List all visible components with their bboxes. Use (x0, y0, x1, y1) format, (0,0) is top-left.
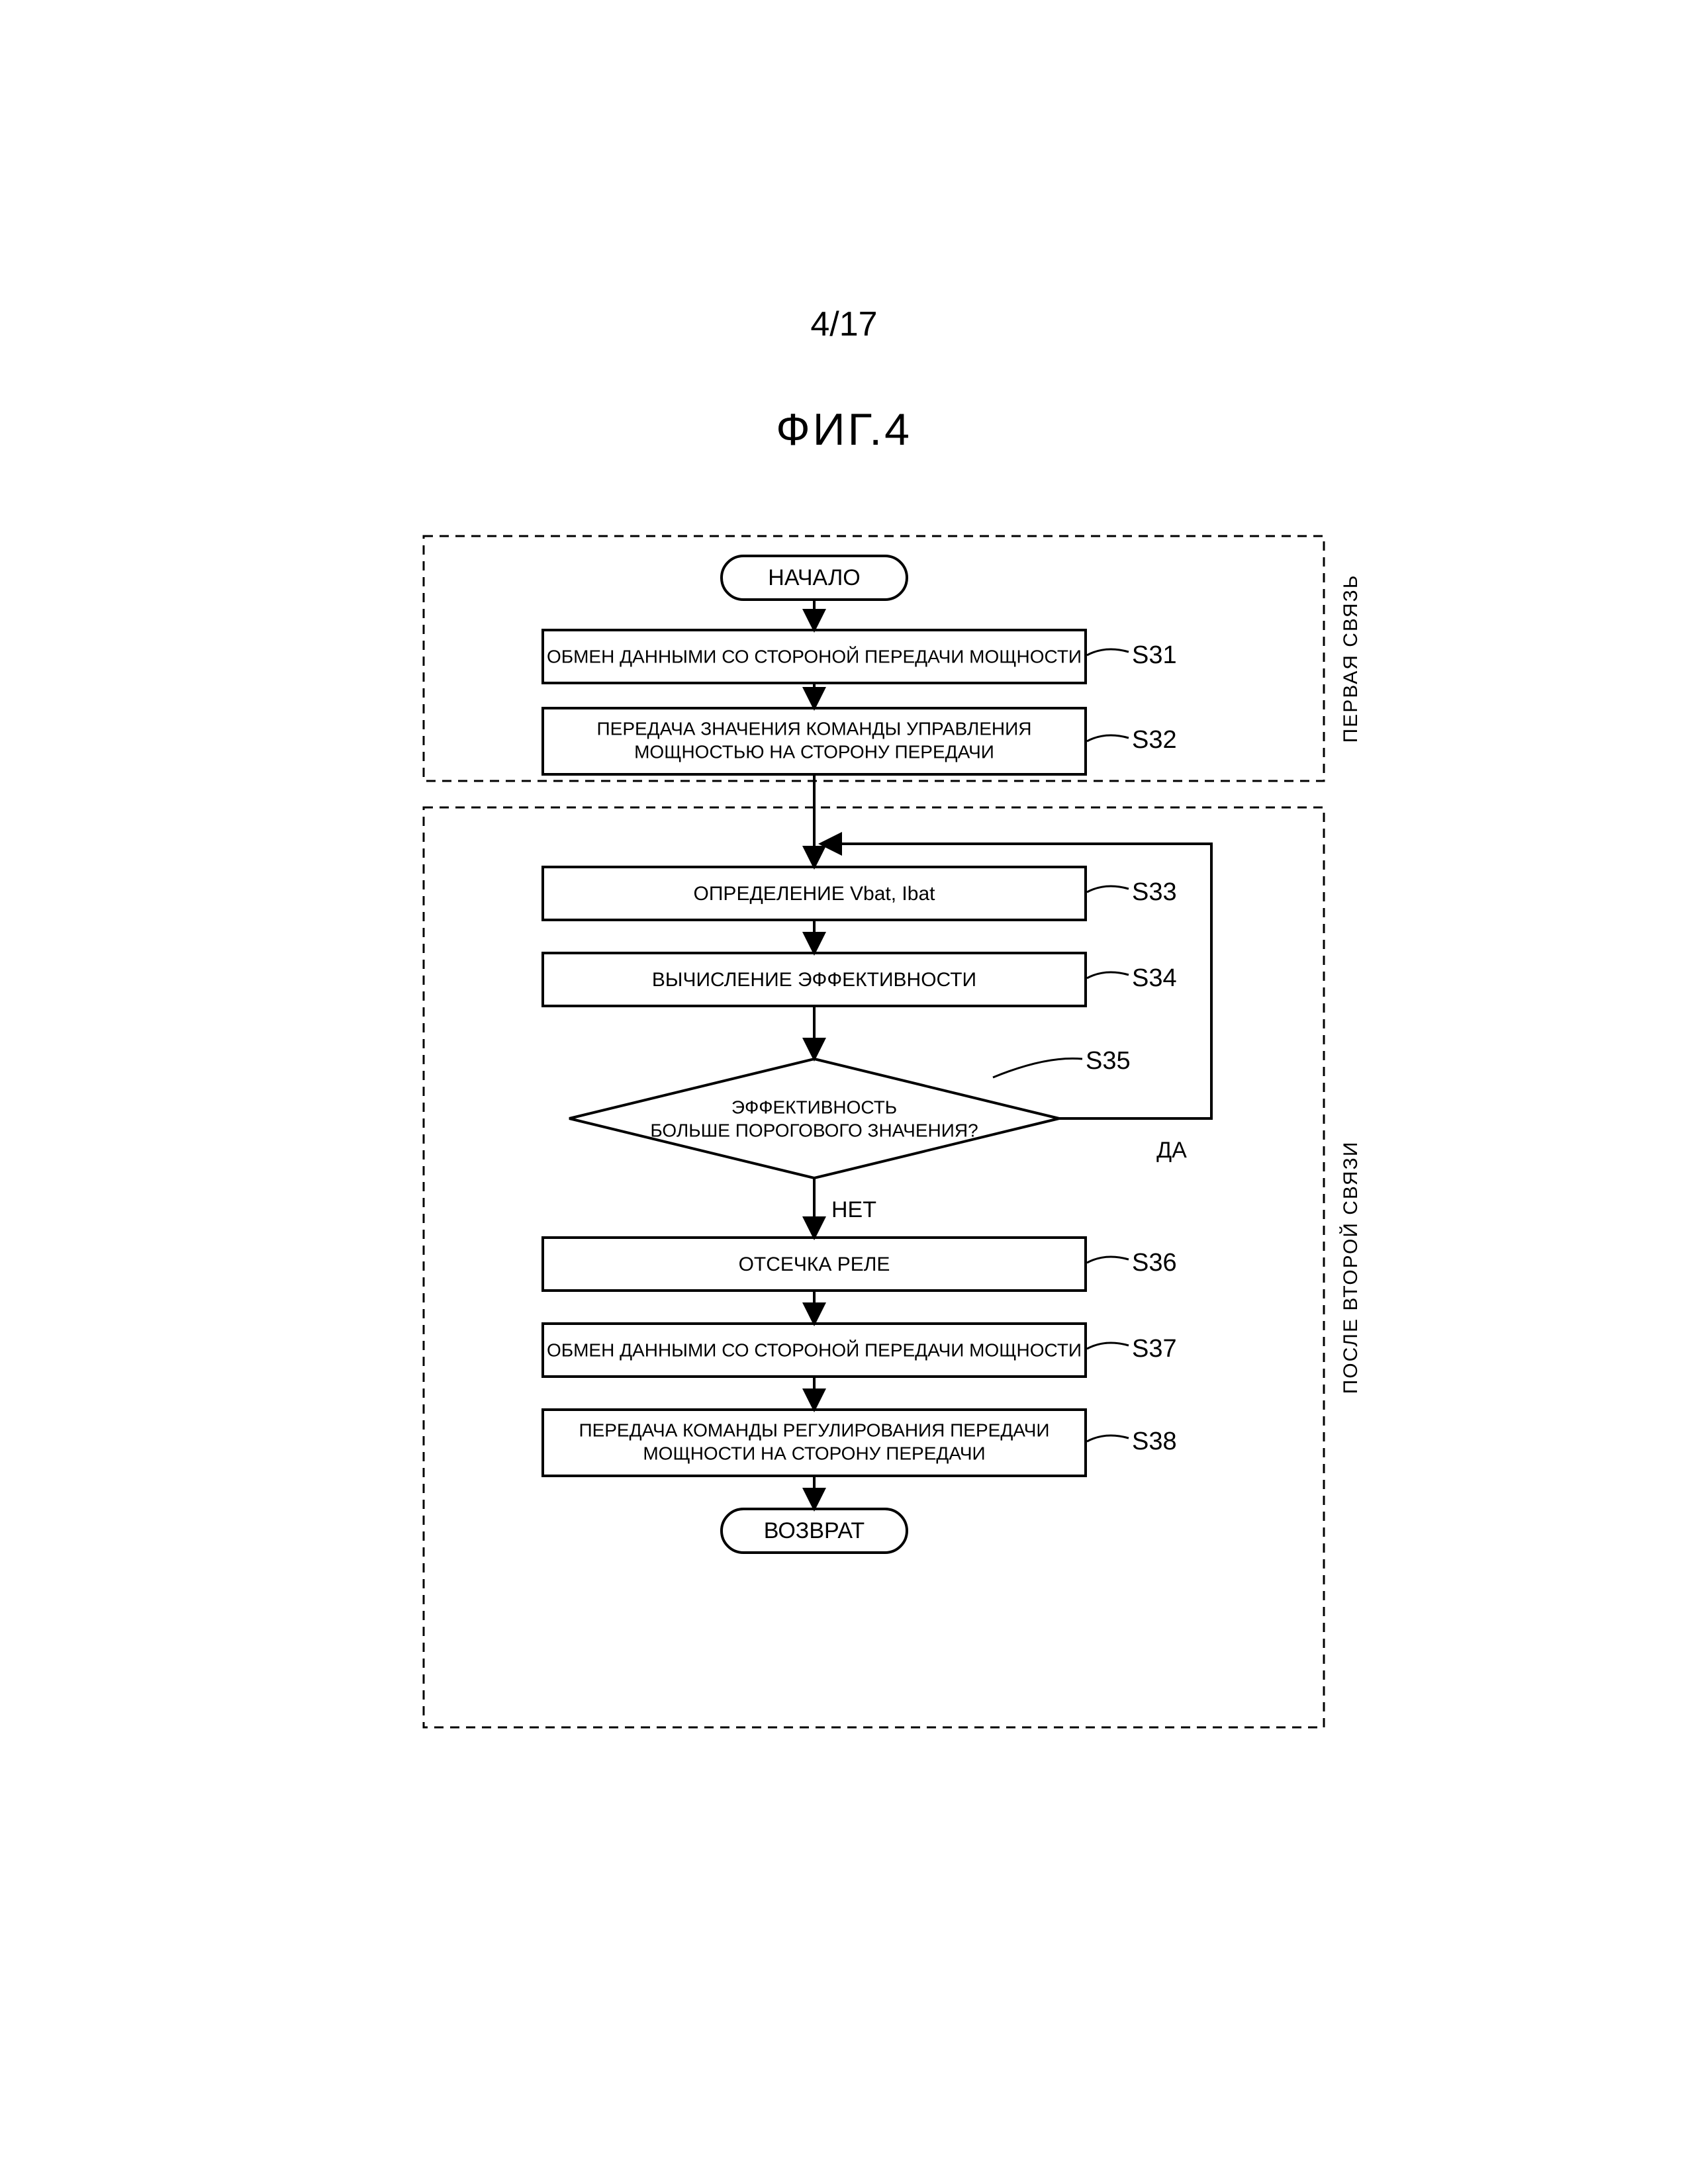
decision-s35: ЭФФЕКТИВНОСТЬ БОЛЬШЕ ПОРОГОВОГО ЗНАЧЕНИЯ… (569, 1059, 1059, 1178)
svg-text:ОБМЕН ДАННЫМИ СО СТОРОНОЙ ПЕРЕ: ОБМЕН ДАННЫМИ СО СТОРОНОЙ ПЕРЕДАЧИ МОЩНО… (547, 646, 1082, 666)
page: 4/17 ФИГ.4 ПЕРВАЯ СВЯЗЬ ПОСЛЕ ВТОРОЙ СВЯ… (0, 0, 1688, 2184)
label-s36: S36 (1132, 1249, 1177, 1277)
step-s33: ОПРЕДЕЛЕНИЕ Vbat, Ibat (543, 867, 1086, 920)
label-s35: S35 (1086, 1047, 1131, 1075)
svg-text:БОЛЬШЕ ПОРОГОВОГО ЗНАЧЕНИЯ?: БОЛЬШЕ ПОРОГОВОГО ЗНАЧЕНИЯ? (650, 1120, 978, 1140)
leader-s37 (1087, 1343, 1129, 1349)
label-s32: S32 (1132, 726, 1177, 754)
terminal-return: ВОЗВРАТ (722, 1509, 907, 1553)
leader-s33 (1087, 886, 1129, 892)
svg-text:ПЕРЕДАЧА КОМАНДЫ РЕГУЛИРОВАНИЯ: ПЕРЕДАЧА КОМАНДЫ РЕГУЛИРОВАНИЯ ПЕРЕДАЧИ (579, 1420, 1049, 1440)
step-s34: ВЫЧИСЛЕНИЕ ЭФФЕКТИВНОСТИ (543, 953, 1086, 1006)
svg-text:ПЕРЕДАЧА ЗНАЧЕНИЯ КОМАНДЫ УПРА: ПЕРЕДАЧА ЗНАЧЕНИЯ КОМАНДЫ УПРАВЛЕНИЯ (597, 718, 1032, 739)
step-s36: ОТСЕЧКА РЕЛЕ (543, 1238, 1086, 1291)
flowchart-svg: ПЕРВАЯ СВЯЗЬ ПОСЛЕ ВТОРОЙ СВЯЗИ НАЧАЛО О… (417, 529, 1403, 1741)
label-s38: S38 (1132, 1428, 1177, 1455)
step-s37: ОБМЕН ДАННЫМИ СО СТОРОНОЙ ПЕРЕДАЧИ МОЩНО… (543, 1324, 1086, 1377)
svg-text:ВЫЧИСЛЕНИЕ ЭФФЕКТИВНОСТИ: ВЫЧИСЛЕНИЕ ЭФФЕКТИВНОСТИ (652, 969, 976, 991)
step-s32: ПЕРЕДАЧА ЗНАЧЕНИЯ КОМАНДЫ УПРАВЛЕНИЯ МОЩ… (543, 708, 1086, 774)
label-s37: S37 (1132, 1335, 1177, 1363)
svg-text:ОБМЕН ДАННЫМИ СО СТОРОНОЙ ПЕРЕ: ОБМЕН ДАННЫМИ СО СТОРОНОЙ ПЕРЕДАЧИ МОЩНО… (547, 1340, 1082, 1360)
svg-text:ОПРЕДЕЛЕНИЕ Vbat, Ibat: ОПРЕДЕЛЕНИЕ Vbat, Ibat (694, 883, 936, 905)
figure-title: ФИГ.4 (0, 404, 1688, 455)
label-s33: S33 (1132, 878, 1177, 906)
label-s34: S34 (1132, 964, 1177, 992)
leader-s31 (1087, 649, 1129, 655)
branch-no-label: НЕТ (831, 1197, 876, 1222)
label-s31: S31 (1132, 641, 1177, 669)
step-s31: ОБМЕН ДАННЫМИ СО СТОРОНОЙ ПЕРЕДАЧИ МОЩНО… (543, 630, 1086, 683)
svg-text:ЭФФЕКТИВНОСТЬ: ЭФФЕКТИВНОСТЬ (731, 1097, 897, 1117)
leader-s38 (1087, 1435, 1129, 1441)
leader-s32 (1087, 735, 1129, 741)
svg-text:НАЧАЛО: НАЧАЛО (768, 565, 860, 590)
page-number: 4/17 (0, 304, 1688, 344)
region-second-label: ПОСЛЕ ВТОРОЙ СВЯЗИ (1339, 1141, 1362, 1394)
region-first-label: ПЕРВАЯ СВЯЗЬ (1340, 574, 1362, 743)
terminal-start: НАЧАЛО (722, 556, 907, 600)
leader-s36 (1087, 1257, 1129, 1263)
svg-text:ОТСЕЧКА РЕЛЕ: ОТСЕЧКА РЕЛЕ (739, 1253, 890, 1275)
step-s38: ПЕРЕДАЧА КОМАНДЫ РЕГУЛИРОВАНИЯ ПЕРЕДАЧИ … (543, 1410, 1086, 1476)
leader-s35 (993, 1058, 1082, 1077)
leader-s34 (1087, 972, 1129, 978)
svg-text:ВОЗВРАТ: ВОЗВРАТ (764, 1518, 865, 1543)
svg-text:МОЩНОСТЬЮ НА СТОРОНУ ПЕРЕДАЧИ: МОЩНОСТЬЮ НА СТОРОНУ ПЕРЕДАЧИ (634, 741, 994, 762)
svg-text:МОЩНОСТИ НА СТОРОНУ ПЕРЕДАЧИ: МОЩНОСТИ НА СТОРОНУ ПЕРЕДАЧИ (643, 1443, 985, 1463)
flowchart-diagram: ПЕРВАЯ СВЯЗЬ ПОСЛЕ ВТОРОЙ СВЯЗИ НАЧАЛО О… (417, 529, 1403, 1741)
branch-yes-label: ДА (1156, 1138, 1187, 1163)
